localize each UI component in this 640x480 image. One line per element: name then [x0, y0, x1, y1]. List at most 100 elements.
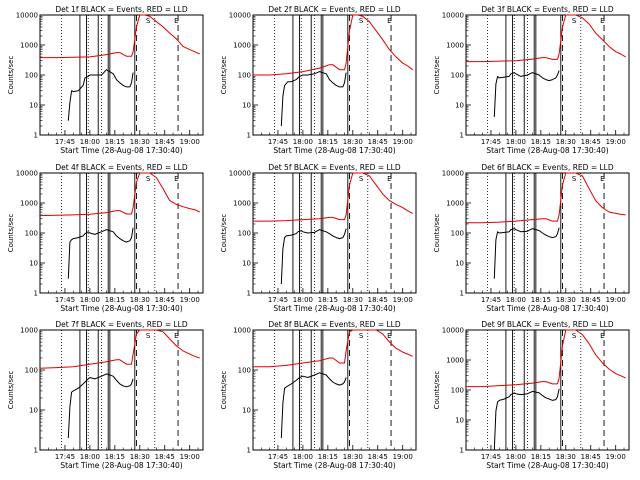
lld-series-line: [253, 329, 413, 368]
x-tick-label: 17:45: [268, 138, 288, 146]
lld-series-line: [466, 329, 626, 388]
chart-panel: Det 6f BLACK = Events, RED = LLD S E 1 10 100…: [433, 163, 630, 313]
y-tick-label: 10000: [229, 12, 251, 20]
x-tick-label: 17:45: [55, 138, 75, 146]
events-series-line: [493, 227, 560, 279]
chart-panel: Det 3f BLACK = Events, RED = LLD S E 1 10 100…: [433, 5, 630, 155]
events-series-line: [493, 388, 560, 451]
chart-panel: Det 9f BLACK = Events, RED = LLD S E 1 10 100…: [433, 320, 630, 470]
x-tick-label: 18:30: [343, 138, 363, 146]
panel-title: Det 2f BLACK = Events, RED = LLD: [268, 5, 401, 14]
events-series-line: [280, 228, 347, 285]
panel-title: Det 6f BLACK = Events, RED = LLD: [481, 163, 614, 172]
x-tick-label: 18:30: [343, 296, 363, 304]
x-axis-label: Start Time (28-Aug-08 17:30:40): [60, 461, 182, 470]
x-tick-label: 19:00: [393, 296, 413, 304]
y-tick-label: 10000: [229, 170, 251, 178]
y-axis-label: Counts/sec: [433, 214, 441, 253]
y-tick-label: 10: [29, 102, 38, 110]
x-axis-label: Start Time (28-Aug-08 17:30:40): [486, 304, 608, 313]
y-tick-label: 10000: [16, 170, 38, 178]
x-tick-label: 17:45: [481, 296, 501, 304]
y-tick-label: 1: [247, 447, 251, 455]
marker-label: E: [600, 175, 604, 183]
lld-series-line: [466, 172, 626, 224]
lld-series-line: [253, 172, 413, 222]
y-tick-label: 1000: [233, 200, 251, 208]
axes-frame: [39, 14, 204, 136]
marker-label: E: [600, 17, 604, 25]
x-tick-label: 18:45: [155, 296, 175, 304]
y-tick-label: 1: [34, 132, 38, 140]
x-tick-label: 18:00: [80, 138, 100, 146]
axes-frame: [252, 172, 417, 294]
x-tick-label: 18:00: [80, 296, 100, 304]
y-tick-label: 1: [34, 290, 38, 298]
y-tick-label: 10: [455, 417, 464, 425]
x-tick-label: 19:00: [180, 296, 200, 304]
x-axis-label: Start Time (28-Aug-08 17:30:40): [273, 304, 395, 313]
x-tick-label: 19:00: [180, 138, 200, 146]
x-tick-label: 18:45: [368, 296, 388, 304]
panel-title: Det 9f BLACK = Events, RED = LLD: [481, 320, 614, 329]
y-tick-label: 1: [34, 447, 38, 455]
x-tick-label: 18:15: [318, 296, 338, 304]
x-tick-label: 19:00: [180, 453, 200, 461]
y-tick-label: 10: [29, 260, 38, 268]
x-tick-label: 17:45: [268, 453, 288, 461]
y-tick-label: 1: [247, 132, 251, 140]
axes-frame: [39, 329, 204, 451]
marker-label: S: [572, 17, 577, 25]
events-series-line: [67, 373, 134, 439]
y-tick-label: 10: [455, 260, 464, 268]
x-tick-label: 18:00: [293, 296, 313, 304]
x-tick-label: 19:00: [606, 138, 626, 146]
marker-label: S: [359, 332, 364, 340]
y-tick-label: 100: [238, 230, 251, 238]
y-tick-label: 100: [238, 72, 251, 80]
axes-frame: [465, 14, 630, 136]
y-tick-label: 10000: [16, 12, 38, 20]
x-tick-label: 17:45: [55, 453, 75, 461]
y-axis-label: Counts/sec: [220, 371, 228, 410]
y-tick-label: 1000: [20, 42, 38, 50]
y-axis-label: Counts/sec: [7, 214, 15, 253]
x-axis-label: Start Time (28-Aug-08 17:30:40): [486, 461, 608, 470]
events-series-line: [67, 227, 134, 279]
x-tick-label: 17:45: [55, 296, 75, 304]
chart-panel: Det 8f BLACK = Events, RED = LLD S E 1 10 100…: [220, 320, 417, 470]
lld-series-line: [253, 14, 413, 76]
marker-label: E: [387, 17, 391, 25]
x-tick-label: 18:30: [343, 453, 363, 461]
x-axis-label: Start Time (28-Aug-08 17:30:40): [60, 146, 182, 155]
y-tick-label: 1000: [233, 327, 251, 335]
y-tick-label: 100: [451, 230, 464, 238]
x-tick-label: 18:00: [506, 296, 526, 304]
y-axis-label: Counts/sec: [220, 214, 228, 253]
x-tick-label: 18:15: [531, 138, 551, 146]
y-tick-label: 100: [238, 367, 251, 375]
x-tick-label: 19:00: [393, 138, 413, 146]
panel-title: Det 5f BLACK = Events, RED = LLD: [268, 163, 401, 172]
y-tick-label: 10: [242, 102, 251, 110]
y-tick-label: 1000: [20, 200, 38, 208]
x-tick-label: 18:45: [155, 453, 175, 461]
x-axis-label: Start Time (28-Aug-08 17:30:40): [273, 461, 395, 470]
x-tick-label: 18:45: [581, 296, 601, 304]
y-tick-label: 1000: [446, 42, 464, 50]
x-tick-label: 18:15: [531, 453, 551, 461]
lld-series-line: [466, 14, 626, 63]
chart-panel: Det 4f BLACK = Events, RED = LLD S E 1 10 100…: [7, 163, 204, 313]
y-tick-label: 100: [451, 387, 464, 395]
y-tick-label: 10: [29, 407, 38, 415]
x-tick-label: 18:00: [293, 453, 313, 461]
x-tick-label: 18:15: [318, 138, 338, 146]
marker-label: E: [387, 332, 391, 340]
marker-label: S: [146, 332, 151, 340]
marker-label: E: [174, 175, 178, 183]
y-tick-label: 1: [460, 132, 464, 140]
x-tick-label: 18:00: [80, 453, 100, 461]
x-tick-label: 18:15: [105, 453, 125, 461]
y-tick-label: 1000: [233, 42, 251, 50]
x-tick-label: 18:45: [581, 453, 601, 461]
